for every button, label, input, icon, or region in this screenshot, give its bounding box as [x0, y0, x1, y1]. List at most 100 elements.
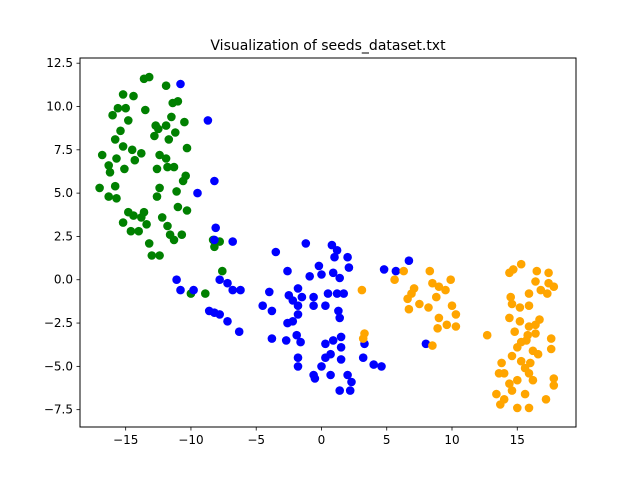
data-point-series-2 — [330, 252, 339, 262]
data-point-series-1 — [178, 176, 188, 186]
data-point-series-2 — [377, 362, 386, 371]
data-point-series-3 — [451, 322, 461, 331]
data-point-series-1 — [126, 226, 136, 236]
data-point-series-2 — [210, 176, 219, 186]
data-point-series-2 — [336, 332, 346, 342]
data-point-series-3 — [428, 341, 437, 350]
data-point-series-1 — [129, 91, 138, 101]
data-point-series-2 — [211, 223, 220, 233]
data-point-series-1 — [120, 164, 129, 174]
data-point-series-2 — [223, 278, 232, 288]
data-point-series-3 — [532, 266, 542, 276]
data-point-series-1 — [130, 155, 140, 165]
data-point-series-1 — [137, 213, 146, 222]
data-point-series-3 — [505, 379, 514, 389]
data-point-series-3 — [433, 324, 442, 333]
data-point-series-1 — [152, 192, 162, 201]
data-point-series-3 — [524, 301, 534, 311]
data-point-series-2 — [283, 266, 292, 276]
data-point-series-3 — [509, 265, 518, 274]
data-point-series-3 — [544, 268, 553, 278]
data-point-series-1 — [167, 112, 176, 122]
data-point-series-2 — [215, 310, 224, 319]
data-point-series-3 — [546, 334, 556, 343]
y-tick-label: −7.5 — [44, 403, 73, 417]
data-point-series-1 — [157, 213, 167, 222]
x-tick-label: −5 — [247, 433, 265, 447]
data-point-series-1 — [112, 194, 121, 203]
data-point-series-3 — [507, 386, 517, 395]
data-point-series-2 — [379, 265, 389, 274]
data-point-series-3 — [404, 304, 414, 314]
data-point-series-1 — [97, 150, 107, 160]
data-point-series-1 — [172, 187, 181, 196]
data-point-series-3 — [528, 375, 538, 385]
data-point-series-2 — [210, 235, 219, 245]
ticks-layer: −15 −10 −5 0 5 10 15 −7.5 −5.0 −2.5 0.0 2.5 5.0 7.5 10… — [44, 56, 525, 447]
y-tick-label: −2.5 — [44, 316, 73, 330]
data-point-series-2 — [314, 261, 324, 271]
data-point-series-2 — [321, 301, 330, 311]
data-point-series-2 — [283, 318, 292, 328]
data-point-series-1 — [95, 183, 104, 193]
data-point-series-3 — [516, 259, 526, 269]
y-tick-label: 7.5 — [54, 143, 73, 157]
data-point-series-3 — [497, 358, 506, 368]
data-point-series-2 — [258, 301, 268, 311]
data-point-series-1 — [104, 192, 113, 201]
data-point-series-1 — [155, 183, 164, 193]
data-point-series-1 — [141, 105, 150, 115]
data-point-series-2 — [267, 334, 277, 343]
data-point-series-2 — [228, 285, 237, 295]
data-point-series-2 — [172, 275, 181, 285]
data-point-series-2 — [176, 79, 185, 89]
data-point-series-1 — [147, 251, 157, 260]
data-point-series-2 — [193, 188, 202, 198]
data-point-series-3 — [390, 275, 399, 285]
data-point-series-3 — [526, 358, 535, 368]
data-point-series-1 — [142, 220, 151, 229]
data-point-series-3 — [531, 320, 540, 330]
data-point-series-3 — [451, 310, 461, 319]
data-point-series-3 — [524, 322, 534, 331]
data-point-series-1 — [104, 161, 113, 170]
data-point-series-3 — [549, 374, 559, 383]
data-point-series-1 — [155, 150, 164, 160]
data-point-series-1 — [116, 126, 125, 136]
data-point-series-2 — [326, 370, 335, 380]
data-point-series-3 — [541, 395, 551, 404]
y-tick-label: 2.5 — [54, 229, 73, 243]
y-tick-label: −5.0 — [44, 359, 73, 373]
data-point-series-1 — [118, 218, 128, 227]
data-point-series-3 — [522, 336, 531, 345]
data-point-series-1 — [210, 242, 219, 252]
data-point-series-2 — [404, 256, 414, 266]
x-tick-label: 0 — [318, 433, 326, 447]
points-layer — [95, 72, 559, 413]
data-point-series-2 — [305, 272, 315, 281]
data-point-series-2 — [293, 284, 303, 293]
chart-title: Visualization of seeds_dataset.txt — [210, 38, 446, 54]
data-point-series-2 — [223, 317, 232, 326]
x-tick-label: −15 — [113, 433, 138, 447]
data-point-series-1 — [118, 142, 128, 151]
data-point-series-1 — [161, 81, 171, 90]
y-tick-label: 12.5 — [46, 56, 73, 70]
data-point-series-3 — [415, 299, 424, 309]
data-point-series-1 — [108, 110, 117, 120]
data-point-series-1 — [177, 230, 187, 239]
data-point-series-2 — [345, 386, 355, 395]
data-point-series-2 — [234, 327, 244, 337]
data-point-series-2 — [343, 252, 352, 262]
data-point-series-2 — [296, 337, 305, 347]
data-point-series-3 — [506, 292, 515, 302]
data-point-series-2 — [310, 374, 320, 383]
data-point-series-3 — [516, 356, 526, 366]
data-point-series-2 — [343, 370, 352, 380]
data-point-series-3 — [425, 266, 435, 276]
data-point-series-1 — [201, 289, 210, 298]
data-point-series-3 — [441, 285, 450, 295]
data-point-series-3 — [403, 294, 412, 304]
